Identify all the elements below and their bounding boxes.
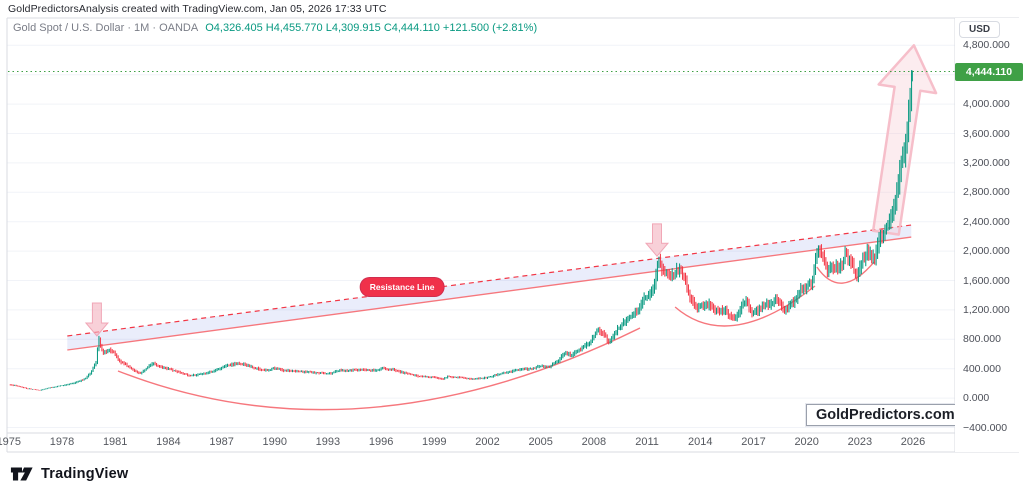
time-axis-label: 1999	[422, 436, 447, 448]
price-axis-label: 0.000	[963, 392, 990, 405]
time-axis-label: 1987	[209, 436, 234, 448]
time-axis-label: 1984	[156, 436, 181, 448]
time-axis-label: 1993	[315, 436, 341, 448]
time-axis-label: 1978	[49, 436, 75, 448]
resistance-channel-band	[67, 225, 912, 351]
price-axis-label: 3,200.000	[963, 156, 1010, 169]
price-axis-label: 2,800.000	[963, 186, 1010, 199]
price-axis-label: 1,600.000	[963, 274, 1010, 287]
ohlc-values: O4,326.405 H4,455.770 L4,309.915 C4,444.…	[205, 22, 538, 34]
time-axis-label: 2026	[900, 436, 926, 448]
cup-curve-annotation	[816, 261, 875, 284]
time-axis-label: 1975	[0, 436, 22, 448]
candlestick-series	[9, 70, 913, 391]
time-axis-label: 2023	[847, 436, 873, 448]
bearish-arrow-annotation	[644, 223, 670, 257]
symbol-title: Gold Spot / U.S. Dollar · 1M · OANDA	[13, 22, 199, 34]
attribution-text: GoldPredictorsAnalysis created with Trad…	[8, 3, 387, 15]
time-axis[interactable]: 1975 1978 1981 1984 1987 1990 1993 1996 1999 2002…	[0, 433, 1019, 452]
time-axis-label: 2020	[794, 436, 819, 448]
time-axis-label: 2014	[688, 436, 713, 448]
resistance-line-label: Resistance Line	[359, 277, 445, 297]
footer-branding: TradingView	[10, 462, 128, 486]
price-axis-label: −400.000	[963, 421, 1008, 434]
symbol-legend: Gold Spot / U.S. Dollar · 1M · OANDA O4,3…	[13, 22, 537, 34]
time-axis-label: 2011	[635, 436, 659, 448]
goldpredictors-watermark: GoldPredictors.com	[806, 404, 965, 426]
channel-top-dashed-line	[67, 224, 912, 337]
time-axis-label: 1981	[102, 436, 128, 448]
cup-curve-annotation	[117, 327, 641, 411]
time-axis-label: 2008	[581, 436, 607, 448]
channel-bottom-line	[67, 236, 912, 351]
brand-name: TradingView	[41, 466, 129, 482]
price-axis-label: 1,200.000	[963, 303, 1010, 316]
cup-curve-annotation	[674, 285, 816, 327]
time-axis-label: 1990	[262, 436, 288, 448]
time-axis-label: 2002	[475, 436, 500, 448]
price-axis-label: 4,000.000	[963, 98, 1010, 111]
price-axis-label: 4,800.000	[963, 39, 1010, 52]
bearish-arrow-annotation	[84, 302, 109, 337]
tradingview-logo-icon	[10, 467, 33, 481]
last-price-badge: 4,444.110	[955, 62, 1023, 81]
price-axis-label: 400.000	[963, 362, 1001, 375]
price-axis-label: 800.000	[963, 333, 1001, 346]
price-axis-label: 3,600.000	[963, 127, 1010, 140]
currency-label: USD	[959, 21, 1001, 38]
price-axis-label: 2,400.000	[963, 215, 1010, 228]
bullish-arrow-annotation	[871, 44, 938, 236]
time-axis-label: 2017	[741, 436, 766, 448]
price-axis[interactable]: USD 4,444.110 4,800.000 4,000.000 3,600.00…	[955, 18, 1024, 452]
time-axis-label: 2005	[528, 436, 553, 448]
time-axis-label: 1996	[368, 436, 394, 448]
price-axis-label: 2,000.000	[963, 245, 1010, 258]
